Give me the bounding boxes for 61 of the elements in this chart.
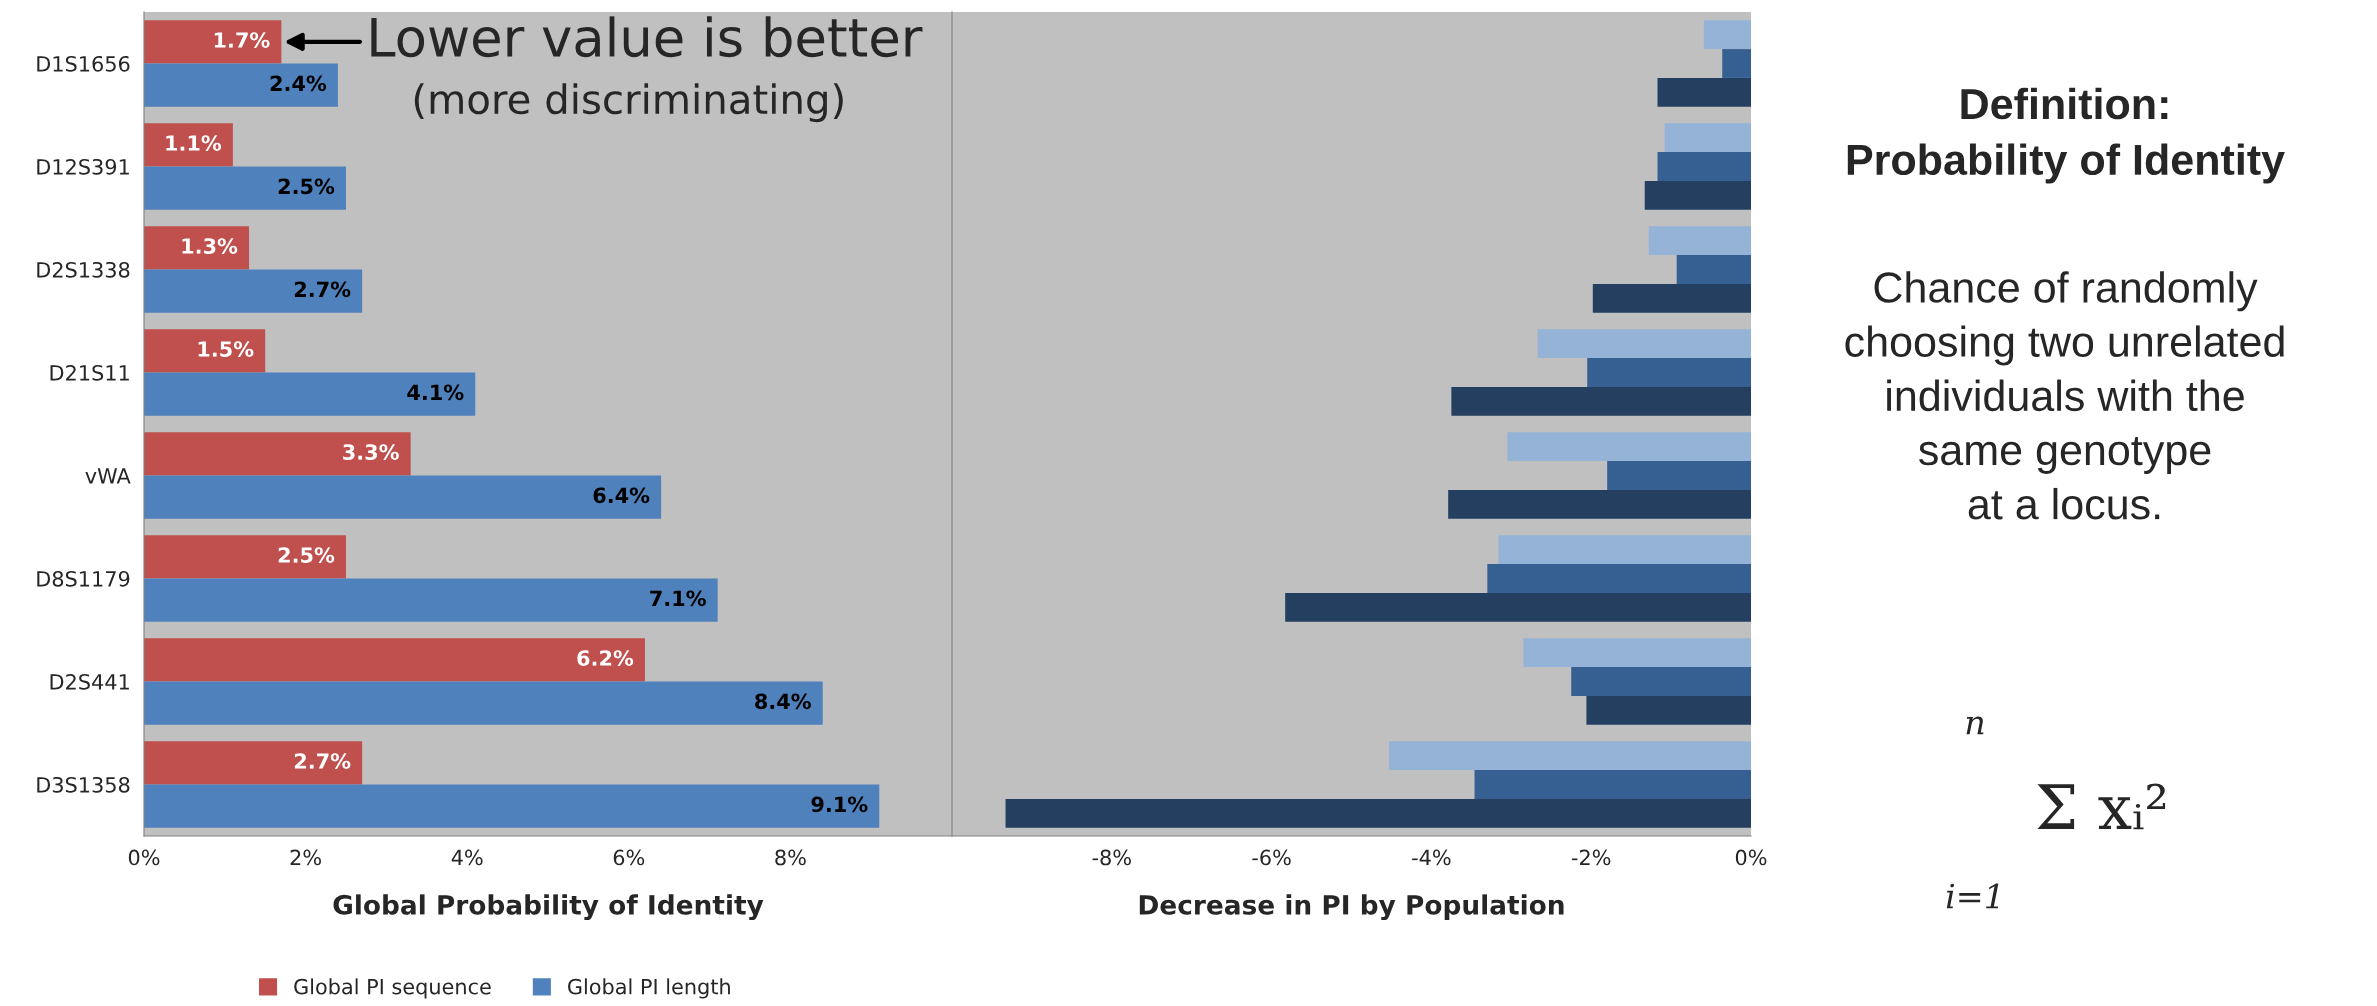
y-tick-label: D12S391 [37, 158, 129, 175]
x-axis-title: Decrease in PI by Population [1139, 894, 1564, 921]
data-label: 3.3% [343, 444, 399, 460]
bar [144, 741, 363, 785]
bar [144, 784, 880, 828]
bar [144, 432, 411, 476]
x-tick-label: 4% [451, 849, 483, 866]
bar [144, 638, 645, 682]
x-tick-label: 6% [613, 849, 645, 866]
y-tick-label: D2S441 [50, 673, 129, 690]
y-tick-label: D3S1358 [37, 776, 130, 793]
x-axis-title: Global Probability of Identity [333, 894, 764, 921]
data-label: 1.7% [214, 32, 270, 48]
bar [144, 166, 346, 210]
data-label: 2.7% [294, 753, 351, 769]
bar [144, 475, 662, 519]
text: n [1966, 716, 1984, 735]
bar [144, 123, 233, 167]
data-label: 1.3% [182, 238, 238, 254]
bar [144, 578, 718, 622]
bar [144, 535, 346, 579]
bar [144, 63, 338, 107]
y-tick-label: D2S1338 [37, 261, 130, 278]
data-label: 7.1% [650, 590, 706, 607]
bar [144, 269, 363, 313]
x-tick-label: -8% [1092, 849, 1131, 866]
data-label: 2.5% [278, 547, 335, 563]
bar [144, 226, 250, 270]
data-label: 8.4% [755, 693, 811, 710]
x-tick-label: -2% [1571, 849, 1611, 866]
annotation: (more discriminating) [414, 83, 843, 123]
x-tick-label: 0% [1735, 849, 1767, 866]
y-tick-label: D1S1656 [37, 55, 130, 72]
text: i=1 [1946, 883, 1999, 909]
data-label: 2.5% [278, 178, 335, 195]
legend-label: Global PI length [568, 978, 730, 999]
x-tick-label: 8% [775, 849, 806, 866]
bar [144, 681, 823, 725]
bar [144, 329, 266, 373]
text: Definition: Probability of Identity [1847, 87, 2285, 184]
text: Σ xᵢ² [2037, 783, 2166, 830]
y-tick-label: D8S1179 [37, 570, 130, 587]
x-tick-label: 2% [290, 849, 321, 866]
x-tick-label: 0% [128, 849, 160, 866]
annotation: Lower value is better [371, 16, 923, 58]
data-label: 1.1% [166, 135, 222, 151]
data-label: 4.1% [407, 384, 464, 401]
data-label: 9.1% [811, 796, 868, 813]
data-label: 2.4% [270, 75, 327, 92]
data-label: 6.2% [577, 650, 634, 666]
data-label: 2.7% [294, 281, 351, 298]
text: Chance of randomly choosing two unrelated individuals with the same genotype at a locus. [1845, 271, 2284, 520]
bar [144, 20, 282, 64]
y-tick-label: vWA [85, 468, 131, 484]
x-tick-label: -6% [1252, 849, 1291, 866]
bar [144, 372, 476, 416]
data-label: 6.4% [593, 487, 650, 504]
y-tick-label: D21S11 [50, 364, 129, 381]
x-tick-label: -4% [1412, 849, 1451, 866]
data-label: 1.5% [198, 341, 254, 357]
legend-label: Global PI sequence [294, 978, 491, 999]
